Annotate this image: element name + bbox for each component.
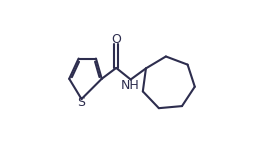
- Text: NH: NH: [121, 79, 140, 92]
- Text: O: O: [111, 33, 121, 46]
- Text: S: S: [78, 96, 86, 109]
